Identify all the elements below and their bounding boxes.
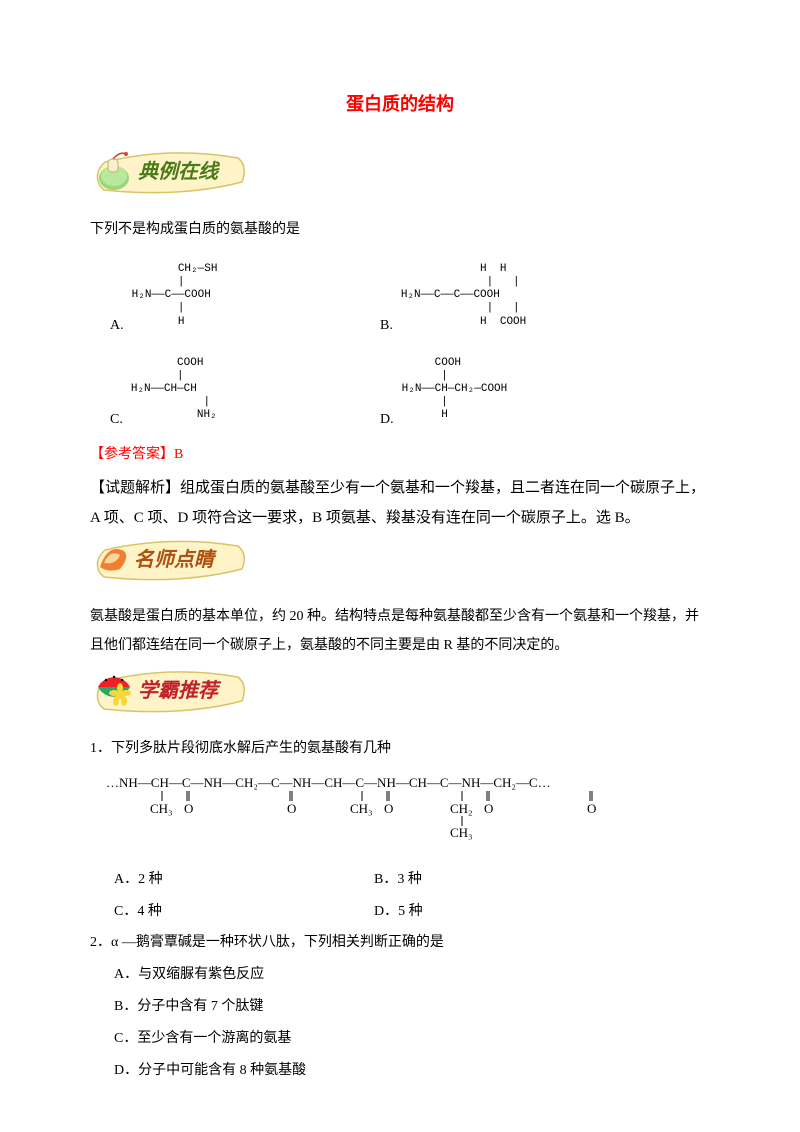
svg-text:CH₃: CH₃ [450, 825, 473, 840]
option-letter: A. [110, 318, 124, 340]
q2-stem: 2．α —鹅膏覃碱是一种环状八肽，下列相关判断正确的是 [90, 928, 710, 959]
svg-text:O: O [587, 801, 596, 816]
analysis-line: 【试题解析】组成蛋白质的氨基酸至少有一个氨基和一个羧基，且二者连在同一个碳原子上… [90, 473, 710, 533]
badge-recommend: 学霸推荐 [90, 665, 250, 717]
svg-text:O: O [484, 801, 493, 816]
badge-example: 典例在线 [90, 148, 250, 198]
chem-structure-A: CH₂—SH | H₂N——C——COOH | H [132, 263, 218, 329]
answer-value: B [174, 447, 183, 462]
q1-optB: B．3 种 [374, 864, 634, 896]
peptide-svg: …NH—CH—C—NH—CH₂—C—NH—CH—C—NH—CH—C—NH—CH₂… [106, 771, 666, 849]
analysis-text: 组成蛋白质的氨基酸至少有一个氨基和一个羧基，且二者连在同一个碳原子上，A 项、C… [90, 480, 705, 526]
svg-text:O: O [184, 801, 193, 816]
badge-example-label: 典例在线 [138, 160, 221, 183]
svg-text:CH₂: CH₂ [450, 801, 473, 816]
page-container: 蛋白质的结构 典例在线 下列不是构成蛋白质的氨基酸的是 A. CH₂—SH | … [0, 0, 800, 1128]
peptide-diagram: …NH—CH—C—NH—CH₂—C—NH—CH—C—NH—CH—C—NH—CH₂… [106, 771, 710, 854]
badge-recommend-label: 学霸推荐 [138, 679, 222, 702]
svg-text:CH₃: CH₃ [150, 801, 173, 816]
q2-optB: B．分子中含有 7 个肽键 [90, 991, 710, 1023]
chem-structure-D: COOH | H₂N——CH—CH₂—COOH | H [402, 357, 508, 423]
chem-structure-C: COOH | H₂N——CH—CH | NH₂ [131, 357, 217, 423]
example-prompt: 下列不是构成蛋白质的氨基酸的是 [90, 215, 710, 246]
svg-text:O: O [384, 801, 393, 816]
badge-tips-icon: 名师点睛 [90, 537, 250, 585]
badge-example-icon: 典例在线 [90, 148, 250, 198]
q1-optD: D．5 种 [374, 896, 634, 928]
badge-tips-label: 名师点睛 [134, 548, 217, 571]
chem-structure-B: H H | | H₂N——C——C——COOH | | H COOH [401, 263, 526, 329]
option-letter: D. [380, 412, 394, 434]
answer-line: 【参考答案】B [90, 440, 710, 469]
example-option-C: C. COOH | H₂N——CH—CH | NH₂ [110, 346, 380, 434]
example-option-D: D. COOH | H₂N——CH—CH₂—COOH | H [380, 346, 650, 434]
badge-recommend-icon: 学霸推荐 [90, 665, 250, 717]
analysis-label: 【试题解析】 [90, 480, 180, 496]
svg-text:O: O [287, 801, 296, 816]
option-letter: B. [380, 318, 393, 340]
option-letter: C. [110, 412, 123, 434]
answer-label: 【参考答案】 [90, 447, 174, 462]
example-option-B: B. H H | | H₂N——C——C——COOH | | H COOH [380, 252, 650, 340]
badge-tips: 名师点睛 [90, 537, 250, 585]
svg-text:CH₃: CH₃ [350, 801, 373, 816]
q1-optA: A．2 种 [114, 864, 374, 896]
q1-stem: 1．下列多肽片段彻底水解后产生的氨基酸有几种 [90, 734, 710, 765]
svg-text:…NH—CH—C—NH—CH₂—C—NH—CH—C—NH—C: …NH—CH—C—NH—CH₂—C—NH—CH—C—NH—CH—C—NH—CH₂… [106, 775, 551, 790]
q1-options-row1: A．2 种 B．3 种 [90, 864, 710, 896]
q1-options-row2: C．4 种 D．5 种 [90, 896, 710, 928]
q2-optD: D．分子中可能含有 8 种氨基酸 [90, 1055, 710, 1087]
tips-text: 氨基酸是蛋白质的基本单位，约 20 种。结构特点是每种氨基酸都至少含有一个氨基和… [90, 602, 710, 661]
page-title: 蛋白质的结构 [90, 90, 710, 116]
example-options-row2: C. COOH | H₂N——CH—CH | NH₂ D. COOH | H₂N… [90, 346, 710, 434]
q1-optC: C．4 种 [114, 896, 374, 928]
example-option-A: A. CH₂—SH | H₂N——C——COOH | H [110, 252, 380, 340]
q2-optC: C．至少含有一个游离的氨基 [90, 1023, 710, 1055]
example-options-row1: A. CH₂—SH | H₂N——C——COOH | H B. H H | | … [90, 252, 710, 340]
q2-optA: A．与双缩脲有紫色反应 [90, 959, 710, 991]
